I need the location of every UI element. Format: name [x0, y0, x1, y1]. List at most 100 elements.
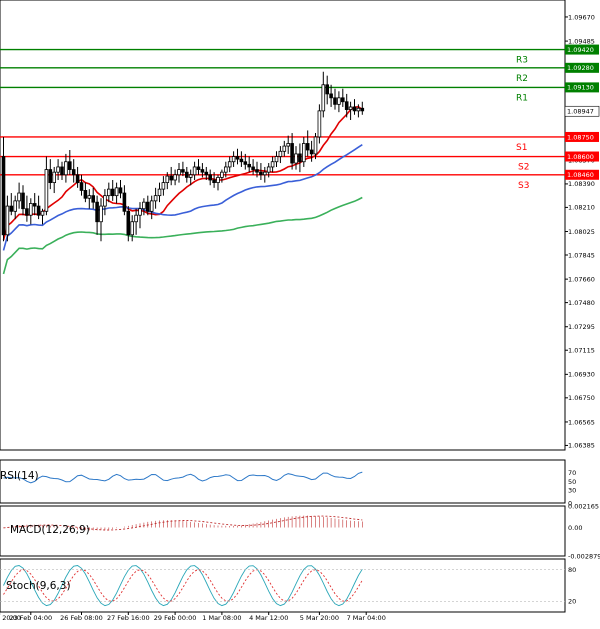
candle-body: [41, 211, 44, 215]
candle-body: [361, 108, 364, 111]
level-badge-text-r2: 1.09280: [567, 64, 594, 72]
candle-body: [29, 203, 32, 215]
level-label-r1: R1: [516, 93, 528, 103]
candle-body: [143, 202, 146, 209]
candle-body: [314, 137, 317, 154]
rsi-tick-label: 50: [568, 478, 576, 486]
candle-body: [256, 170, 259, 173]
candle-body: [88, 196, 91, 199]
candle-body: [33, 203, 36, 206]
candle-body: [287, 143, 290, 146]
candle-body: [2, 157, 5, 235]
candle-body: [330, 94, 333, 98]
candle-body: [146, 202, 149, 211]
candle-body: [37, 206, 40, 215]
candle-body: [84, 190, 87, 198]
time-tick-label: 7 Mar 04:00: [347, 614, 386, 622]
candle-body: [318, 111, 321, 137]
candle-body: [68, 162, 71, 170]
candle-body: [302, 143, 305, 161]
candle-body: [18, 193, 21, 201]
level-badge-text-r1: 1.09130: [567, 84, 594, 92]
price-tick-label: 1.07115: [568, 347, 595, 355]
time-tick-label: 26 Feb 08:00: [60, 614, 103, 622]
candle-body: [57, 167, 60, 172]
level-badge-text-s3: 1.08460: [567, 171, 594, 179]
candle-body: [158, 189, 161, 196]
candle-body: [275, 157, 278, 162]
candle-body: [197, 167, 200, 170]
candle-body: [154, 196, 157, 201]
candle-body: [263, 172, 266, 175]
candle-body: [174, 175, 177, 180]
candle-body: [260, 172, 263, 175]
candle-body: [127, 211, 130, 234]
stoch-tick-label: 80: [568, 566, 576, 574]
level-label-r2: R2: [516, 74, 528, 84]
time-tick-label: 4 Mar 12:00: [249, 614, 288, 622]
candle-body: [80, 183, 83, 191]
candle-body: [96, 202, 99, 222]
macd-tick-label: 0.002165: [568, 502, 599, 510]
time-tick-label: 27 Feb 16:00: [107, 614, 150, 622]
level-label-s1: S1: [516, 143, 527, 153]
candle-body: [26, 209, 29, 216]
level-badge-text-r3: 1.09420: [567, 46, 594, 54]
candle-body: [338, 98, 341, 105]
price-tick-label: 1.06750: [568, 394, 595, 402]
candle-body: [131, 222, 134, 235]
price-tick-label: 1.07660: [568, 275, 595, 283]
price-tick-label: 1.08210: [568, 204, 595, 212]
candle-body: [209, 175, 212, 180]
level-label-s2: S2: [518, 163, 529, 173]
candle-body: [228, 162, 231, 167]
candle-body: [45, 170, 48, 212]
current-price-label: 1.08947: [567, 108, 594, 116]
candle-body: [119, 188, 122, 193]
price-tick-label: 1.08390: [568, 180, 595, 188]
candle-body: [295, 154, 298, 163]
candle-body: [217, 177, 220, 182]
level-badge-text-s2: 1.08600: [567, 153, 594, 161]
candle-body: [111, 189, 114, 196]
candle-body: [107, 189, 110, 196]
candle-body: [115, 188, 118, 196]
candle-body: [104, 196, 107, 206]
candle-body: [61, 167, 64, 175]
candle-body: [345, 102, 348, 110]
current-price-marker: 1.08947: [565, 106, 599, 116]
price-tick-label: 1.06385: [568, 442, 595, 450]
stoch-tick-label: 20: [568, 598, 576, 606]
price-tick-label: 1.09485: [568, 37, 595, 45]
candle-body: [72, 170, 75, 175]
candle-body: [135, 215, 138, 222]
time-tick-label: 29 Feb 00:00: [154, 614, 197, 622]
candle-body: [139, 209, 142, 216]
level-label-r3: R3: [516, 56, 528, 66]
candle-body: [185, 172, 188, 177]
candle-body: [306, 143, 309, 150]
candle-body: [201, 170, 204, 173]
price-tick-label: 1.09670: [568, 13, 595, 21]
candle-body: [92, 196, 95, 203]
candle-body: [248, 164, 251, 167]
candle-body: [221, 172, 224, 177]
candle-body: [189, 175, 192, 178]
price-tick-label: 1.08025: [568, 228, 595, 236]
candle-body: [271, 162, 274, 167]
rsi-tick-label: 70: [568, 469, 576, 477]
candle-body: [6, 206, 9, 235]
candle-body: [357, 108, 360, 111]
candle-body: [205, 172, 208, 175]
candle-body: [349, 107, 352, 110]
candle-body: [291, 143, 294, 163]
stoch-label: Stoch(9,6,3): [6, 580, 71, 592]
candle-body: [252, 167, 255, 170]
time-tick-label: 23 Feb 04:00: [9, 614, 52, 622]
candle-body: [14, 201, 17, 211]
price-tick-label: 1.06930: [568, 371, 595, 379]
candle-body: [236, 157, 239, 160]
candle-body: [244, 162, 247, 165]
